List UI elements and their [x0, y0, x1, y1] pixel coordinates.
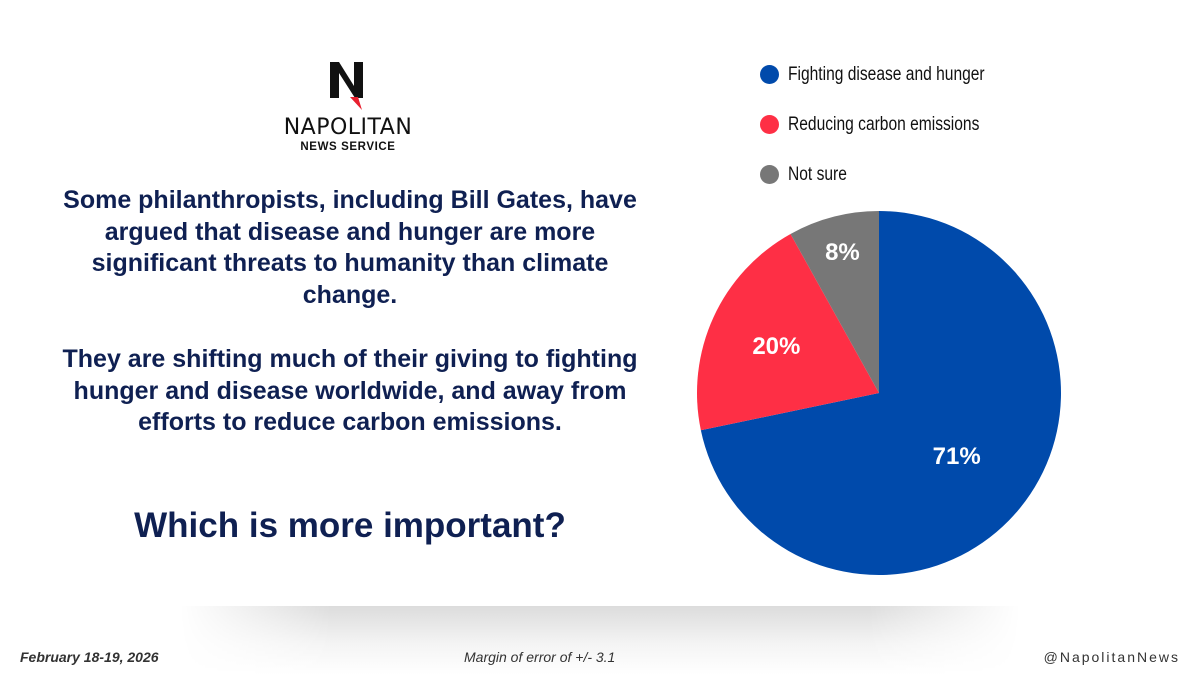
napolitan-logo: NAPOLITAN NEWS SERVICE [268, 60, 428, 160]
pie-chart: 71% 20% 8% [697, 211, 1061, 575]
legend-swatch [760, 165, 779, 184]
legend-label: Not sure [788, 163, 847, 185]
question-ask: Which is more important? [134, 506, 566, 545]
legend-item: Not sure [760, 162, 1028, 187]
pie-slice [790, 211, 879, 393]
legend-label: Fighting disease and hunger [788, 63, 985, 85]
logo-n-icon [330, 62, 363, 110]
question-paragraph-1: Some philanthropists, including Bill Gat… [63, 186, 637, 309]
social-handle: @NapolitanNews [1043, 649, 1180, 665]
legend-swatch [760, 115, 779, 134]
legend-label: Reducing carbon emissions [788, 113, 980, 135]
pie-slice [700, 211, 1061, 575]
pie-slice [697, 233, 879, 431]
chart-legend: Fighting disease and hunger Reducing car… [760, 62, 1028, 212]
margin-of-error: Margin of error of +/- 3.1 [464, 649, 616, 665]
pie-data-label: 20% [752, 333, 800, 360]
pie-data-label: 71% [933, 443, 981, 470]
question-paragraph-2: They are shifting much of their giving t… [62, 345, 638, 436]
brand-name: NAPOLITAN [283, 115, 413, 140]
legend-item: Fighting disease and hunger [760, 62, 1028, 87]
footer-shadow [180, 606, 1020, 675]
pie-data-label: 8% [825, 239, 860, 266]
survey-date: February 18-19, 2026 [20, 649, 159, 665]
legend-swatch [760, 65, 779, 84]
brand-subtitle: NEWS SERVICE [300, 141, 396, 153]
legend-item: Reducing carbon emissions [760, 112, 1028, 137]
question-text: Some philanthropists, including Bill Gat… [60, 185, 640, 472]
